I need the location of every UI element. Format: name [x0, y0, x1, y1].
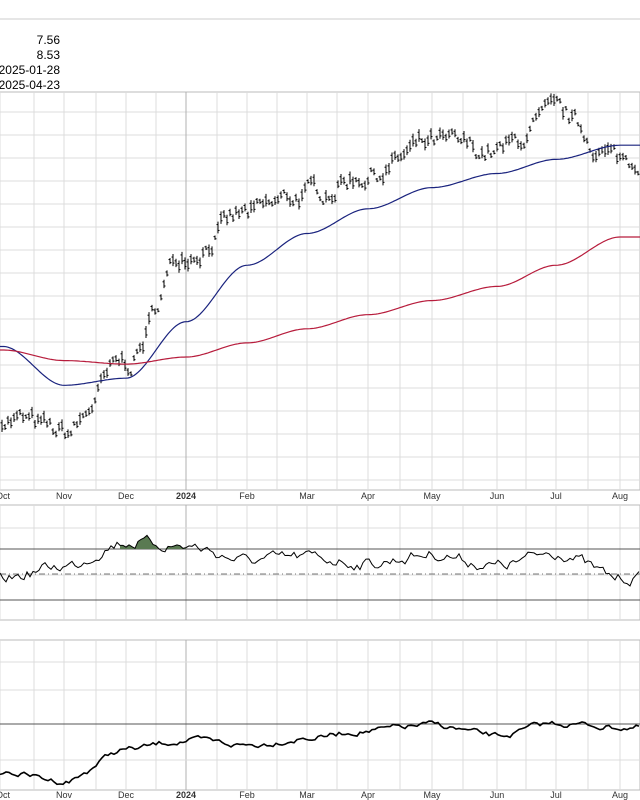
moving-average-short: [0, 144, 640, 386]
x-tick-label: Apr: [361, 790, 375, 800]
x-tick-label: Jun: [490, 790, 505, 800]
x-tick-label: Nov: [56, 491, 73, 501]
x-tick-label: Mar: [299, 790, 315, 800]
ohlc-bars: [0, 93, 640, 440]
x-tick-label: Apr: [361, 491, 375, 501]
info-value-4: 2025-04-23: [0, 78, 60, 92]
x-tick-label: 2024: [176, 790, 196, 800]
info-value-2: 8.53: [36, 48, 60, 62]
x-tick-label: May: [423, 790, 441, 800]
x-tick-label: Dec: [118, 491, 135, 501]
x-tick-label: Oct: [0, 491, 10, 501]
bottom-indicator-line: [0, 720, 640, 786]
moving-average-long: [0, 236, 640, 365]
x-tick-label: Mar: [299, 491, 315, 501]
x-tick-label: May: [423, 491, 441, 501]
x-tick-label: Aug: [612, 491, 628, 501]
x-tick-label: Jul: [550, 491, 562, 501]
info-value-1: 7.56: [36, 33, 60, 47]
panel-frame: [0, 91, 640, 491]
x-tick-label: Oct: [0, 790, 10, 800]
panel-frame: [0, 639, 640, 791]
x-tick-label: Aug: [612, 790, 628, 800]
x-tick-label: Jun: [490, 491, 505, 501]
osc-overbought-fill: [120, 535, 186, 549]
x-tick-label: Feb: [239, 790, 255, 800]
x-tick-label: Jul: [550, 790, 562, 800]
x-tick-label: 2024: [176, 491, 196, 501]
oscillator-line: [0, 534, 640, 587]
x-tick-label: Feb: [239, 491, 255, 501]
x-tick-label: Nov: [56, 790, 73, 800]
info-value-3: 2025-01-28: [0, 63, 60, 77]
x-tick-label: Dec: [118, 790, 135, 800]
panel-frame: [0, 504, 640, 621]
